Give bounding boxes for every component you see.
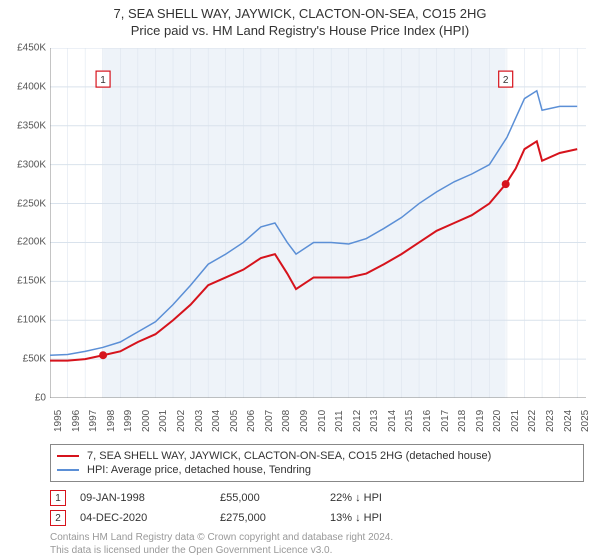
x-tick-label: 2025 — [580, 410, 591, 432]
y-tick-label: £450K — [17, 43, 46, 54]
sale-row-2: 2 04-DEC-2020 £275,000 13% ↓ HPI — [50, 510, 580, 526]
legend-label-hpi: HPI: Average price, detached house, Tend… — [87, 464, 311, 476]
x-tick-label: 2012 — [352, 410, 363, 432]
footer: Contains HM Land Registry data © Crown c… — [50, 532, 393, 557]
x-tick-label: 2014 — [387, 410, 398, 432]
x-tick-label: 2011 — [334, 410, 345, 432]
x-tick-label: 2018 — [457, 410, 468, 432]
x-tick-label: 1995 — [53, 410, 64, 432]
footer-line-1: Contains HM Land Registry data © Crown c… — [50, 532, 393, 545]
x-tick-label: 2007 — [264, 410, 275, 432]
sale-price-1: £55,000 — [220, 492, 330, 504]
x-tick-label: 2002 — [176, 410, 187, 432]
sale-price-2: £275,000 — [220, 512, 330, 524]
x-tick-label: 2013 — [369, 410, 380, 432]
legend-item-hpi: HPI: Average price, detached house, Tend… — [57, 463, 577, 477]
x-axis: 1995 1996 1997 1998 1999 2000 2001 2002 2003 2004… — [50, 398, 586, 438]
y-tick-label: £150K — [17, 276, 46, 287]
x-tick-label: 2019 — [475, 410, 486, 432]
x-tick-label: 2000 — [141, 410, 152, 432]
x-tick-label: 2021 — [510, 410, 521, 432]
sale-diff-1: 22% ↓ HPI — [330, 492, 382, 504]
x-tick-label: 2003 — [194, 410, 205, 432]
x-tick-label: 1997 — [88, 410, 99, 432]
y-tick-label: £50K — [23, 354, 46, 365]
y-tick-label: £100K — [17, 315, 46, 326]
x-tick-label: 2017 — [440, 410, 451, 432]
x-tick-label: 2022 — [527, 410, 538, 432]
x-tick-label: 1999 — [123, 410, 134, 432]
chart-svg: 12 — [50, 48, 586, 398]
y-tick-label: £350K — [17, 120, 46, 131]
x-tick-label: 2024 — [563, 410, 574, 432]
x-tick-label: 1998 — [106, 410, 117, 432]
x-tick-label: 2020 — [492, 410, 503, 432]
legend-label-property: 7, SEA SHELL WAY, JAYWICK, CLACTON-ON-SE… — [87, 450, 491, 462]
chart-subtitle: Price paid vs. HM Land Registry's House … — [0, 23, 600, 38]
sale-marker-2: 2 — [50, 510, 66, 526]
x-tick-label: 2001 — [158, 410, 169, 432]
plot-area: 12 — [50, 48, 586, 398]
title-block: 7, SEA SHELL WAY, JAYWICK, CLACTON-ON-SE… — [0, 0, 600, 38]
sale-diff-2: 13% ↓ HPI — [330, 512, 382, 524]
x-tick-label: 2023 — [545, 410, 556, 432]
legend-item-property: 7, SEA SHELL WAY, JAYWICK, CLACTON-ON-SE… — [57, 449, 577, 463]
svg-text:2: 2 — [503, 75, 509, 86]
legend: 7, SEA SHELL WAY, JAYWICK, CLACTON-ON-SE… — [50, 444, 584, 482]
legend-swatch-hpi — [57, 469, 79, 471]
x-tick-label: 2008 — [281, 410, 292, 432]
x-tick-label: 2006 — [246, 410, 257, 432]
sale-marker-1: 1 — [50, 490, 66, 506]
x-tick-label: 2016 — [422, 410, 433, 432]
x-tick-label: 2015 — [404, 410, 415, 432]
legend-swatch-property — [57, 455, 79, 457]
x-tick-label: 2004 — [211, 410, 222, 432]
footer-line-2: This data is licensed under the Open Gov… — [50, 545, 393, 558]
chart-container: 7, SEA SHELL WAY, JAYWICK, CLACTON-ON-SE… — [0, 0, 600, 560]
sale-row-1: 1 09-JAN-1998 £55,000 22% ↓ HPI — [50, 490, 580, 506]
x-tick-label: 2009 — [299, 410, 310, 432]
sale-date-1: 09-JAN-1998 — [80, 492, 220, 504]
y-tick-label: £300K — [17, 159, 46, 170]
chart-title: 7, SEA SHELL WAY, JAYWICK, CLACTON-ON-SE… — [0, 6, 600, 21]
y-tick-label: £250K — [17, 198, 46, 209]
x-tick-label: 1996 — [71, 410, 82, 432]
sale-date-2: 04-DEC-2020 — [80, 512, 220, 524]
svg-text:1: 1 — [100, 75, 106, 86]
y-tick-label: £400K — [17, 81, 46, 92]
x-tick-label: 2010 — [317, 410, 328, 432]
y-axis: £0£50K£100K£150K£200K£250K£300K£350K£400… — [0, 48, 50, 398]
y-tick-label: £0 — [35, 393, 46, 404]
y-tick-label: £200K — [17, 237, 46, 248]
x-tick-label: 2005 — [229, 410, 240, 432]
